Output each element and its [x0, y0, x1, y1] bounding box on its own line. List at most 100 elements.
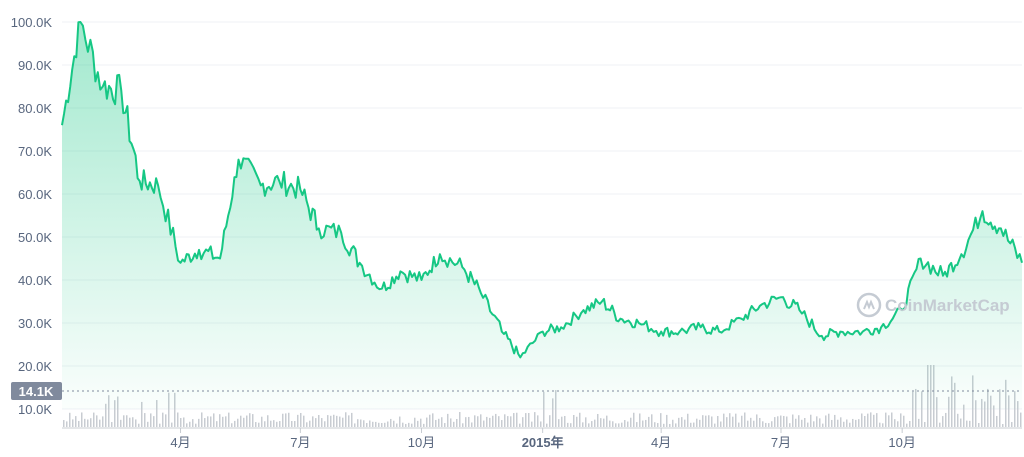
- volume-bar: [351, 412, 353, 427]
- volume-bar: [534, 412, 536, 427]
- volume-bar: [888, 415, 890, 427]
- volume-bar: [717, 416, 719, 427]
- volume-bar: [948, 396, 950, 427]
- volume-bar: [1014, 391, 1016, 427]
- volume-bar: [99, 419, 101, 427]
- y-tick-label: 100.0K: [11, 15, 53, 30]
- volume-bar: [918, 418, 920, 427]
- volume-bar: [411, 423, 413, 427]
- volume-bar: [726, 417, 728, 427]
- volume-bar: [480, 414, 482, 427]
- volume-bar: [249, 413, 251, 427]
- volume-bar: [387, 421, 389, 427]
- volume-bar: [372, 421, 374, 427]
- x-tick-label: 2015年: [522, 435, 564, 450]
- volume-bar: [654, 422, 656, 427]
- volume-bar: [876, 413, 878, 427]
- volume-bar: [525, 413, 527, 427]
- volume-bar: [882, 423, 884, 427]
- volume-bar: [801, 419, 803, 427]
- volume-bar: [708, 415, 710, 427]
- y-tick-label: 50.0K: [18, 230, 52, 245]
- volume-bar: [366, 423, 368, 427]
- volume-bar: [648, 416, 650, 427]
- volume-bar: [135, 419, 137, 427]
- volume-bar: [486, 416, 488, 427]
- volume-bar: [936, 397, 938, 427]
- volume-bar: [528, 412, 530, 427]
- volume-bar: [90, 418, 92, 427]
- volume-bar: [636, 422, 638, 427]
- volume-bar: [702, 415, 704, 427]
- volume-bar: [939, 422, 941, 427]
- volume-bar: [825, 415, 827, 427]
- volume-bar: [489, 417, 491, 427]
- volume-bar: [783, 415, 785, 427]
- volume-bar: [258, 422, 260, 427]
- x-tick-label: 7月: [290, 435, 310, 450]
- volume-bar: [1008, 395, 1010, 427]
- volume-bar: [747, 420, 749, 427]
- volume-bar: [333, 414, 335, 427]
- volume-bar: [993, 405, 995, 427]
- y-tick-label: 70.0K: [18, 144, 52, 159]
- volume-bar: [723, 413, 725, 427]
- volume-bar: [924, 421, 926, 427]
- volume-bar: [171, 422, 173, 427]
- volume-bar: [63, 420, 65, 427]
- volume-bar: [507, 416, 509, 427]
- volume-bar: [642, 420, 644, 427]
- volume-bar: [804, 418, 806, 427]
- volume-bar: [675, 423, 677, 427]
- volume-bar: [495, 413, 497, 427]
- volume-bar: [885, 412, 887, 427]
- volume-bar: [741, 415, 743, 427]
- volume-bar: [444, 423, 446, 427]
- volume-bar: [147, 421, 149, 427]
- volume-bar: [375, 421, 377, 427]
- volume-bar: [639, 413, 641, 427]
- volume-bar: [369, 420, 371, 427]
- volume-bar: [414, 417, 416, 427]
- volume-bar: [609, 420, 611, 427]
- volume-bar: [651, 414, 653, 427]
- volume-bar: [156, 400, 158, 427]
- volume-bar: [996, 415, 998, 427]
- volume-bar: [168, 392, 170, 427]
- x-axis-ticks: 4月 7月 10月 2015年 4月 7月 10月: [62, 427, 1022, 450]
- volume-bar: [519, 423, 521, 427]
- volume-bar: [213, 413, 215, 427]
- volume-bar: [984, 401, 986, 427]
- volume-bar: [393, 420, 395, 427]
- coinmarketcap-logo-icon: [856, 292, 882, 318]
- current-value-label: 14.1K: [19, 384, 54, 399]
- volume-bars: [63, 365, 1022, 427]
- volume-bar: [150, 413, 152, 427]
- volume-bar: [663, 423, 665, 427]
- volume-bar: [420, 418, 422, 427]
- volume-bar: [567, 422, 569, 427]
- volume-bar: [177, 412, 179, 427]
- volume-bar: [153, 416, 155, 427]
- volume-bar: [657, 423, 659, 427]
- volume-bar: [672, 419, 674, 427]
- volume-bar: [474, 415, 476, 427]
- volume-bar: [279, 421, 281, 427]
- volume-bar: [180, 418, 182, 427]
- volume-bar: [870, 412, 872, 427]
- volume-bar: [903, 415, 905, 427]
- volume-bar: [906, 423, 908, 427]
- volume-bar: [600, 418, 602, 427]
- watermark-text: CoinMarketCap: [885, 296, 1010, 315]
- volume-bar: [81, 412, 83, 427]
- volume-bar: [540, 421, 542, 427]
- volume-bar: [120, 419, 122, 427]
- volume-bar: [345, 412, 347, 427]
- volume-bar: [966, 420, 968, 427]
- volume-bar: [714, 423, 716, 427]
- volume-bar: [471, 422, 473, 427]
- volume-bar: [105, 403, 107, 427]
- volume-bar: [891, 412, 893, 427]
